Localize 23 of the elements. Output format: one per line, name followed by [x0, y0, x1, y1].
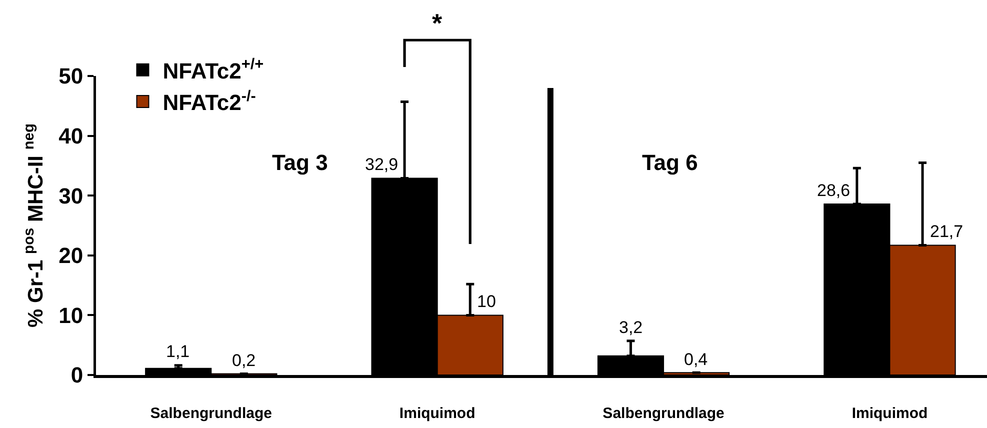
annotation: Tag 6 — [642, 150, 698, 175]
annotation: Tag 3 — [272, 150, 328, 175]
x-tick-label: Imiquimod — [852, 405, 928, 422]
data-label: 10 — [477, 292, 496, 311]
y-tick-label: 20 — [58, 243, 84, 268]
y-tick-label: 10 — [58, 302, 84, 328]
data-label: 28,6 — [817, 181, 850, 200]
y-tick-label: 30 — [58, 183, 84, 208]
legend-label: NFATc2$^{+/+}$ — [162, 56, 264, 84]
data-label: 32,9 — [365, 155, 398, 174]
data-label: 0,4 — [684, 350, 708, 369]
data-label: 21,7 — [930, 222, 964, 241]
x-tick-label: Imiquimod — [399, 405, 476, 422]
legend-label: NFATc2$^{-/-}$ — [162, 88, 256, 116]
x-tick-label: Salbengrundlage — [602, 405, 724, 422]
text: * — [432, 8, 443, 38]
y-tick-label: 40 — [58, 124, 84, 148]
y-tick-label: 50 — [58, 64, 84, 89]
y-tick-label: 0 — [70, 362, 84, 388]
data-label: 1,1 — [166, 342, 190, 361]
data-label: 0,2 — [232, 351, 256, 370]
x-tick-label: Salbengrundlage — [150, 405, 272, 422]
data-label: 3,2 — [619, 318, 643, 337]
